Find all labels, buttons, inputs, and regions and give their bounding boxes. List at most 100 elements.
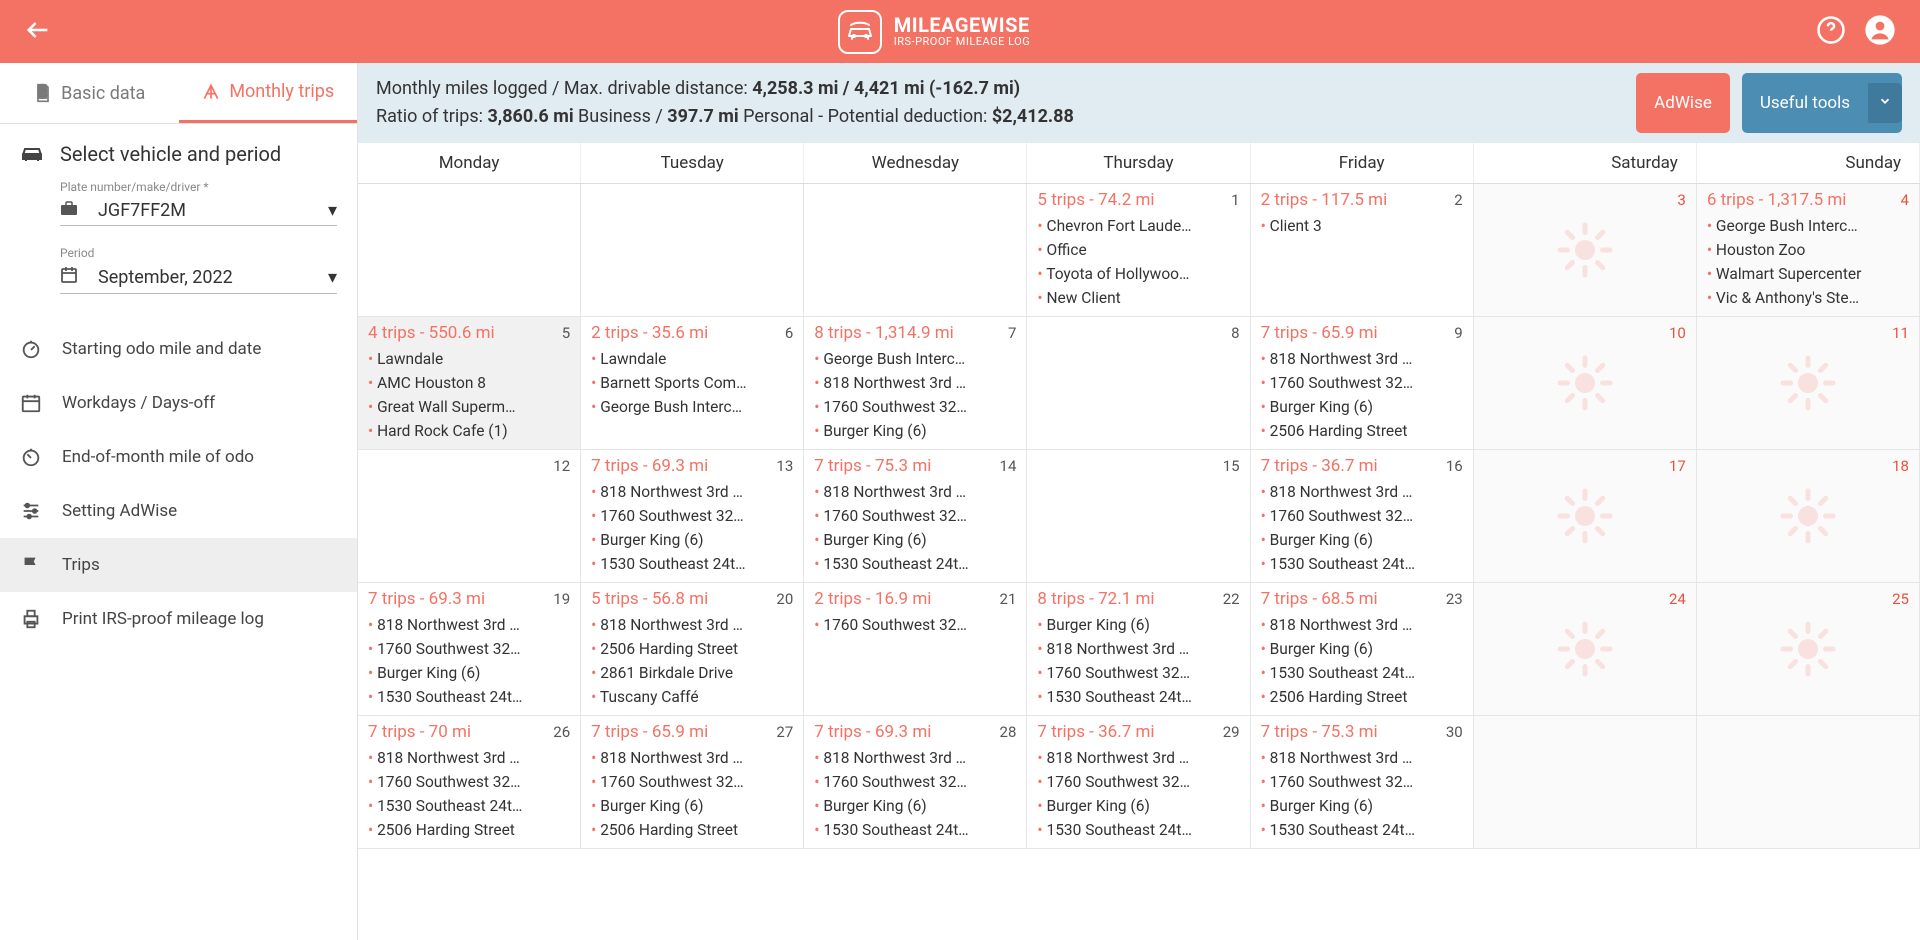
main-content: Monthly miles logged / Max. drivable dis… [358,63,1920,940]
period-select[interactable]: September, 2022 ▾ [60,262,337,294]
tab-basic-data[interactable]: Basic data [0,63,179,123]
trip-item: Burger King (6) [1261,395,1463,419]
calendar-cell[interactable]: 7 trips - 36.7 mi29818 Northwest 3rd …17… [1027,716,1250,849]
day-number: 10 [1663,324,1686,342]
adwise-button[interactable]: AdWise [1636,73,1730,133]
trip-item: Office [1037,238,1239,262]
cell-summary: 7 trips - 70 mi [368,722,471,742]
plate-select[interactable]: JGF7FF2M ▾ [60,196,337,226]
sidebar-item-workdays[interactable]: Workdays / Days-off [0,376,357,430]
weekday-header: Wednesday [804,143,1027,183]
trip-list: Client 3 [1251,214,1473,244]
calendar-cell[interactable]: 2 trips - 117.5 mi2Client 3 [1251,184,1474,317]
calendar-cell[interactable]: 7 trips - 69.3 mi19818 Northwest 3rd …17… [358,583,581,716]
trip-list: LawndaleAMC Houston 8Great Wall Superm…H… [358,347,580,449]
calendar-cell[interactable]: 15 [1027,450,1250,583]
sidebar-item-odo-end[interactable]: End-of-month mile of odo [0,430,357,484]
nav-label: End-of-month mile of odo [62,447,254,467]
help-icon[interactable] [1816,15,1846,49]
trip-list: 818 Northwest 3rd …1760 Southwest 32…Bur… [1251,347,1473,449]
day-number: 24 [1663,590,1686,608]
calendar-cell[interactable]: 17 [1474,450,1697,583]
summary-l1a: Monthly miles logged / Max. drivable dis… [376,78,752,99]
trip-item: 1760 Southwest 32… [814,613,1016,637]
tab-monthly-trips[interactable]: Monthly trips [179,63,358,123]
trip-item: 1760 Southwest 32… [1037,661,1239,685]
cell-summary: 7 trips - 36.7 mi [1261,456,1378,476]
back-icon[interactable] [24,16,52,48]
calendar-cell[interactable]: 7 trips - 65.9 mi9818 Northwest 3rd …176… [1251,317,1474,450]
nav-label: Starting odo mile and date [62,339,261,359]
tools-label: Useful tools [1760,93,1850,113]
trip-item: 1760 Southwest 32… [1037,770,1239,794]
calendar-cell[interactable]: 8 trips - 72.1 mi22Burger King (6)818 No… [1027,583,1250,716]
brand-logo: MILEAGEWISE IRS-PROOF MILEAGE LOG [52,10,1816,54]
calendar-cell[interactable]: 7 trips - 75.3 mi14818 Northwest 3rd …17… [804,450,1027,583]
calendar-cell[interactable]: 7 trips - 68.5 mi23818 Northwest 3rd …Bu… [1251,583,1474,716]
calendar-cell[interactable]: 8 [1027,317,1250,450]
plate-value: JGF7FF2M [98,200,186,221]
calendar-cell[interactable]: 6 trips - 1,317.5 mi4George Bush Interc…… [1697,184,1920,317]
trip-item: 818 Northwest 3rd … [591,613,793,637]
calendar-cell[interactable] [804,184,1027,317]
calendar-cell[interactable] [1474,716,1697,849]
trip-list: George Bush Interc…Houston ZooWalmart Su… [1697,214,1919,316]
account-icon[interactable] [1864,14,1896,50]
trip-item: 818 Northwest 3rd … [1261,613,1463,637]
calendar-cell[interactable]: 5 trips - 74.2 mi1Chevron Fort Laude…Off… [1027,184,1250,317]
chevron-down-icon [1868,83,1902,123]
summary-l2f: $2,412.88 [992,106,1074,127]
calendar-cell[interactable]: 7 trips - 69.3 mi13818 Northwest 3rd …17… [581,450,804,583]
brand-logo-icon [838,10,882,54]
cell-summary: 2 trips - 117.5 mi [1261,190,1388,210]
cell-summary: 8 trips - 72.1 mi [1037,589,1154,609]
calendar-cell[interactable]: 3 [1474,184,1697,317]
trip-item: 1760 Southwest 32… [591,504,793,528]
sidebar-item-odo-start[interactable]: Starting odo mile and date [0,322,357,376]
calendar-cell[interactable] [581,184,804,317]
chevron-down-icon: ▾ [328,200,337,221]
calendar-icon [20,392,42,414]
calendar-cell[interactable]: 7 trips - 69.3 mi28818 Northwest 3rd …17… [804,716,1027,849]
calendar-cell[interactable]: 5 trips - 56.8 mi20818 Northwest 3rd …25… [581,583,804,716]
calendar-cell[interactable]: 12 [358,450,581,583]
calendar-cell[interactable]: 18 [1697,450,1920,583]
calendar: MondayTuesdayWednesdayThursdayFridaySatu… [358,143,1920,940]
calendar-cell[interactable]: 25 [1697,583,1920,716]
cell-summary: 5 trips - 56.8 mi [591,589,708,609]
calendar-cell[interactable]: 7 trips - 75.3 mi30818 Northwest 3rd …17… [1251,716,1474,849]
trip-item: AMC Houston 8 [368,371,570,395]
calendar-cell[interactable]: 8 trips - 1,314.9 mi7George Bush Interc…… [804,317,1027,450]
cell-summary: 7 trips - 69.3 mi [368,589,485,609]
calendar-cell[interactable] [358,184,581,317]
trip-item: 818 Northwest 3rd … [1261,746,1463,770]
day-number: 20 [770,590,793,608]
sidebar-item-adwise[interactable]: Setting AdWise [0,484,357,538]
sidebar-item-print[interactable]: Print IRS-proof mileage log [0,592,357,646]
trip-item: Client 3 [1261,214,1463,238]
trip-item: Great Wall Superm… [368,395,570,419]
printer-icon [20,608,42,630]
trip-item: 2861 Birkdale Drive [591,661,793,685]
summary-l2c: Business / [574,106,668,127]
calendar-cell[interactable]: 10 [1474,317,1697,450]
sidebar-item-trips[interactable]: Trips [0,538,357,592]
calendar-cell[interactable]: 7 trips - 65.9 mi27818 Northwest 3rd …17… [581,716,804,849]
calendar-cell[interactable] [1697,716,1920,849]
calendar-cell[interactable]: 7 trips - 70 mi26818 Northwest 3rd …1760… [358,716,581,849]
trip-item: George Bush Interc… [591,395,793,419]
trip-item: Burger King (6) [591,528,793,552]
calendar-cell[interactable]: 11 [1697,317,1920,450]
trip-item: 2506 Harding Street [1261,685,1463,709]
calendar-cell[interactable]: 7 trips - 36.7 mi16818 Northwest 3rd …17… [1251,450,1474,583]
trip-item: 818 Northwest 3rd … [368,613,570,637]
gauge-icon [20,338,42,360]
calendar-cell[interactable]: 4 trips - 550.6 mi5LawndaleAMC Houston 8… [358,317,581,450]
chevron-down-icon: ▾ [328,267,337,288]
trip-item: 1760 Southwest 32… [1261,770,1463,794]
useful-tools-button[interactable]: Useful tools [1742,73,1902,133]
summary-l2b: 3,860.6 mi [487,106,573,127]
calendar-cell[interactable]: 2 trips - 16.9 mi211760 Southwest 32… [804,583,1027,716]
calendar-cell[interactable]: 2 trips - 35.6 mi6LawndaleBarnett Sports… [581,317,804,450]
calendar-cell[interactable]: 24 [1474,583,1697,716]
